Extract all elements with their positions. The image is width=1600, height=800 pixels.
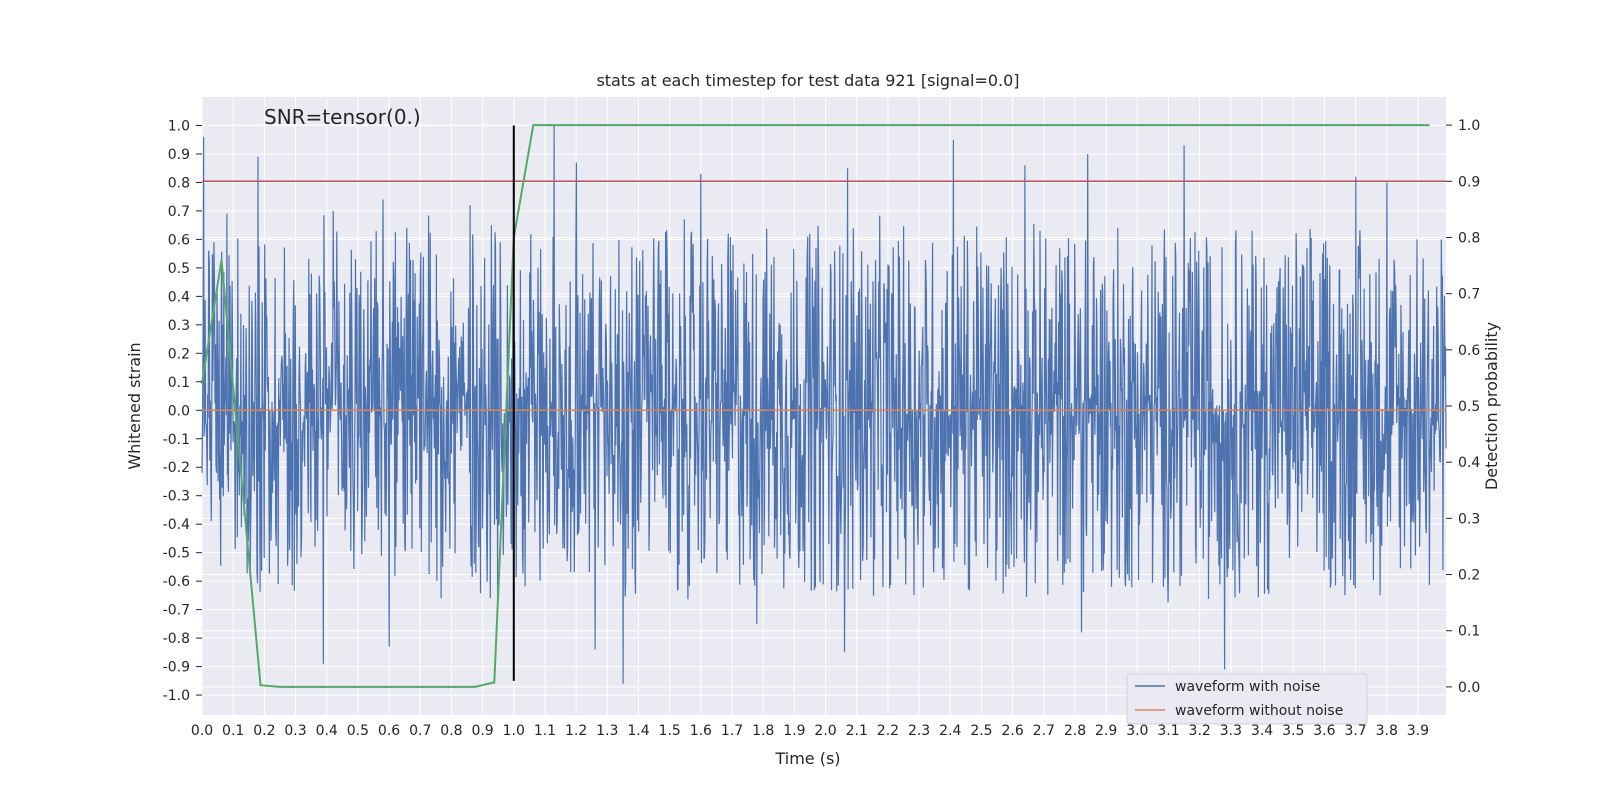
y2-tick-label: 0.1	[1458, 624, 1480, 640]
x-tick-label: 3.4	[1251, 723, 1273, 739]
x-tick-label: 0.3	[284, 723, 306, 739]
y2-tick-label: 0.3	[1458, 511, 1480, 527]
y-tick-label: -0.2	[163, 460, 190, 476]
y-tick-label: 0.2	[168, 346, 190, 362]
x-tick-label: 0.6	[378, 723, 400, 739]
x-axis-label: Time (s)	[774, 749, 840, 768]
x-tick-label: 2.8	[1064, 723, 1086, 739]
x-tick-label: 1.5	[659, 723, 681, 739]
x-tick-label: 0.0	[191, 723, 213, 739]
x-tick-label: 1.4	[627, 723, 649, 739]
x-tick-label: 2.9	[1095, 723, 1117, 739]
x-tick-label: 2.6	[1001, 723, 1023, 739]
y-tick-label: -0.9	[163, 660, 190, 676]
x-tick-label: 0.8	[440, 723, 462, 739]
x-tick-label: 2.1	[846, 723, 868, 739]
y-tick-label: 0.3	[168, 318, 190, 334]
y-tick-label: -0.4	[163, 517, 190, 533]
snr-annotation: SNR=tensor(0.)	[264, 105, 421, 129]
x-tick-label: 0.5	[347, 723, 369, 739]
x-tick-label: 2.5	[970, 723, 992, 739]
x-tick-label: 2.3	[908, 723, 930, 739]
y-tick-label: -0.7	[163, 603, 190, 619]
x-tick-label: 1.3	[596, 723, 618, 739]
x-tick-label: 2.0	[814, 723, 836, 739]
x-tick-label: 2.2	[877, 723, 899, 739]
x-tick-label: 1.7	[721, 723, 743, 739]
x-tick-label: 3.1	[1157, 723, 1179, 739]
y-axis-label: Whitened strain	[125, 342, 144, 469]
lines	[201, 124, 1446, 688]
y2-tick-label: 0.2	[1458, 568, 1480, 584]
x-tick-label: 2.4	[939, 723, 961, 739]
y-tick-label: 0.5	[168, 261, 190, 277]
y2-tick-label: 0.0	[1458, 680, 1480, 696]
y-tick-label: 0.9	[168, 147, 190, 163]
x-tick-label: 1.9	[783, 723, 805, 739]
y-tick-label: -0.8	[163, 631, 190, 647]
x-tick-label: 1.0	[503, 723, 525, 739]
legend: waveform with noise waveform without noi…	[1126, 673, 1368, 725]
y2-tick-label: 0.9	[1458, 174, 1480, 190]
y-tick-label: 0.6	[168, 232, 190, 248]
y2-tick-label: 1.0	[1458, 118, 1480, 134]
x-tick-label: 3.6	[1313, 723, 1335, 739]
y-tick-label: 0.7	[168, 204, 190, 220]
y-tick-label: 0.0	[168, 403, 190, 419]
x-tick-label: 0.9	[471, 723, 493, 739]
chart-title: stats at each timestep for test data 921…	[596, 71, 1019, 90]
x-tick-label: 3.3	[1220, 723, 1242, 739]
x-tick-label: 0.1	[222, 723, 244, 739]
x-tick-label: 0.4	[316, 723, 338, 739]
x-tick-label: 3.2	[1189, 723, 1211, 739]
y2-tick-labels: 1.0 0.9 0.8 0.7 0.6 0.5 0.4 0.3 0.2 0.1 0.0	[1446, 118, 1480, 696]
y-tick-label: -0.6	[163, 574, 190, 590]
x-tick-label: 3.8	[1376, 723, 1398, 739]
waveform-with-noise-line	[201, 125, 1447, 684]
y-tick-label: -1.0	[163, 688, 190, 704]
x-tick-label: 2.7	[1033, 723, 1055, 739]
y2-axis-label: Detection probability	[1482, 322, 1501, 490]
waveform-with-noise-path	[201, 125, 1447, 684]
x-tick-labels: 0.0 0.1 0.2 0.3 0.4 0.5 0.6 0.7 0.8 0.9 1.0 1.1 1.2 1…	[191, 723, 1429, 739]
detection-probability-line	[201, 124, 1430, 688]
x-tick-label: 0.2	[253, 723, 275, 739]
x-tick-label: 1.8	[752, 723, 774, 739]
y-tick-labels: 1.0 0.9 0.8 0.7 0.6 0.5 0.4 0.3 0.2 0.1 0.0 -0.1 -0.…	[163, 118, 202, 704]
x-tick-label: 3.9	[1407, 723, 1429, 739]
y-tick-label: 0.4	[168, 289, 190, 305]
x-tick-label: 3.0	[1126, 723, 1148, 739]
y2-tick-label: 0.8	[1458, 230, 1480, 246]
y-tick-label: -0.3	[163, 489, 190, 505]
legend-label-waveform-without-noise: waveform without noise	[1175, 703, 1343, 719]
x-tick-label: 0.7	[409, 723, 431, 739]
x-tick-label: 1.1	[534, 723, 556, 739]
legend-box	[1126, 673, 1368, 725]
legend-label-waveform-with-noise: waveform with noise	[1175, 679, 1320, 695]
x-tick-label: 3.7	[1344, 723, 1366, 739]
y-tick-label: 0.1	[168, 375, 190, 391]
y-tick-label: 1.0	[168, 118, 190, 134]
x-tick-label: 3.5	[1282, 723, 1304, 739]
y2-tick-label: 0.6	[1458, 343, 1480, 359]
y2-tick-label: 0.5	[1458, 399, 1480, 415]
x-tick-label: 1.2	[565, 723, 587, 739]
y2-tick-label: 0.4	[1458, 455, 1480, 471]
y-tick-label: -0.1	[163, 432, 190, 448]
y-tick-label: 0.8	[168, 175, 190, 191]
y2-tick-label: 0.7	[1458, 287, 1480, 303]
x-tick-label: 1.6	[690, 723, 712, 739]
y-tick-label: -0.5	[163, 546, 190, 562]
